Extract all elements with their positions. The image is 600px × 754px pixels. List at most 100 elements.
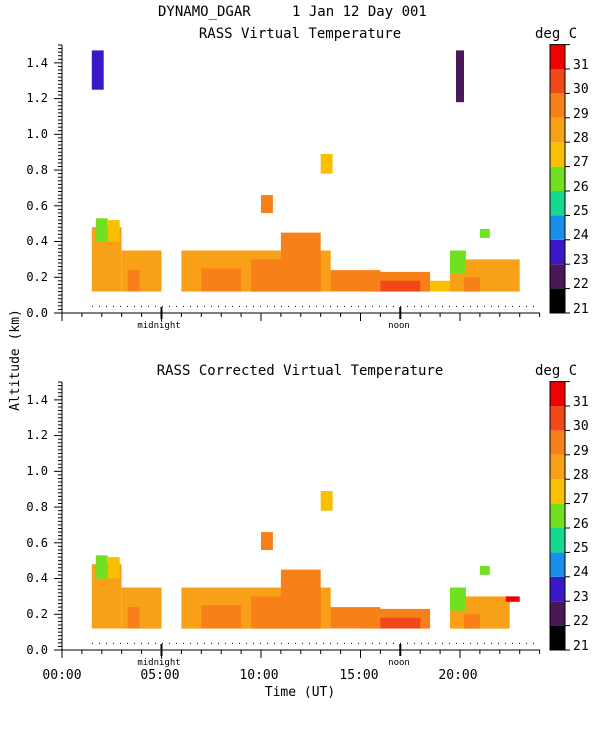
- p1-ytick-label: 0.4: [26, 234, 48, 248]
- range-gate-dot: [337, 642, 338, 644]
- cb2-label: 26: [573, 517, 589, 532]
- range-gate-dot: [344, 642, 345, 644]
- cb2-label: 25: [573, 541, 589, 556]
- cb1-label: 31: [573, 58, 589, 73]
- range-gate-dot: [358, 642, 359, 644]
- range-gate-dot: [281, 642, 282, 644]
- cb2-label: 30: [573, 419, 589, 434]
- range-gate-dot: [484, 642, 485, 644]
- p1-ytick-label: 1.0: [26, 127, 48, 141]
- colorbar-swatch: [550, 430, 565, 455]
- range-gate-dot: [120, 305, 121, 307]
- range-gate-dot: [414, 305, 415, 307]
- x-axis-title: Time (UT): [265, 685, 335, 700]
- heatmap-cell: [479, 566, 490, 575]
- range-gate-dot: [260, 642, 261, 644]
- range-gate-dot: [288, 642, 289, 644]
- heatmap-cell: [261, 532, 273, 550]
- colorbar-swatch: [550, 479, 565, 504]
- range-gate-dot: [379, 642, 380, 644]
- cb2-label: 23: [573, 590, 589, 605]
- panel-1-colorbar: [549, 44, 570, 314]
- cb2-label: 21: [573, 639, 589, 654]
- range-gate-dot: [92, 642, 93, 644]
- range-gate-dot: [288, 305, 289, 307]
- colorbar-frame: [549, 381, 566, 651]
- range-gate-dot: [449, 305, 450, 307]
- range-gate-dot: [169, 305, 170, 307]
- date-text: 1 Jan 12 Day 001: [292, 4, 427, 20]
- colorbar-frame: [549, 44, 566, 314]
- range-gate-dot: [155, 305, 156, 307]
- range-gate-dot: [330, 305, 331, 307]
- range-gate-dot: [141, 642, 142, 644]
- colorbar-swatch: [550, 264, 565, 289]
- colorbar-swatch: [550, 528, 565, 553]
- range-gate-dot: [99, 305, 100, 307]
- colorbar-swatch: [550, 44, 565, 69]
- panel-2-data: [91, 491, 534, 644]
- heatmap-cell: [95, 555, 108, 579]
- range-gate-dot: [400, 305, 401, 307]
- heatmap-cell: [430, 280, 450, 292]
- heatmap-cell: [505, 596, 520, 602]
- heatmap-cell: [479, 229, 490, 238]
- heatmap-cell: [380, 280, 421, 292]
- range-gate-dot: [190, 305, 191, 307]
- range-gate-dot: [435, 642, 436, 644]
- range-gate-dot: [232, 305, 233, 307]
- colorbar-swatch: [550, 503, 565, 528]
- p2-ytick-label: 0.4: [26, 571, 48, 585]
- range-gate-dot: [218, 642, 219, 644]
- heatmap-cell: [464, 277, 480, 292]
- range-gate-dot: [456, 642, 457, 644]
- panel-1-axes: [54, 44, 541, 321]
- range-gate-dot: [225, 642, 226, 644]
- range-gate-dot: [372, 642, 373, 644]
- colorbar-swatch: [550, 117, 565, 143]
- range-gate-dot: [302, 642, 303, 644]
- x-tick-labels: 00:00 05:00 10:00 15:00 20:00: [42, 668, 477, 683]
- range-gate-dot: [351, 305, 352, 307]
- xtick-label: 20:00: [438, 668, 477, 683]
- range-gate-dot: [428, 642, 429, 644]
- heatmap-cell: [201, 605, 242, 629]
- xtick-label: 10:00: [239, 668, 278, 683]
- panel-1-y-tick-labels: 0.0 0.2 0.4 0.6 0.8 1.0 1.2 1.4: [26, 56, 48, 320]
- range-gate-dot: [512, 305, 513, 307]
- range-gate-dot: [113, 642, 114, 644]
- range-gate-dot: [106, 642, 107, 644]
- range-gate-dot: [477, 305, 478, 307]
- heatmap-cell: [251, 596, 321, 629]
- range-gate-dot: [484, 305, 485, 307]
- range-gate-dot: [162, 305, 163, 307]
- range-gate-dot: [491, 305, 492, 307]
- heatmap-cell: [456, 50, 464, 103]
- range-gate-dot: [169, 642, 170, 644]
- cb1-label: 22: [573, 277, 589, 292]
- range-gate-dot: [449, 642, 450, 644]
- panel-2-y-tick-labels: 0.0 0.2 0.4 0.6 0.8 1.0 1.2 1.4: [26, 393, 48, 657]
- panel-2-colorbar-labels: 31 30 29 28 27 26 25 24 23 22 21: [573, 395, 589, 654]
- panel-2-unit: deg C: [535, 363, 577, 379]
- range-gate-dot: [260, 305, 261, 307]
- range-gate-dot: [463, 305, 464, 307]
- range-gate-dot: [505, 305, 506, 307]
- p1-ytick-label: 0.6: [26, 199, 48, 213]
- range-gate-dot: [470, 305, 471, 307]
- range-gate-dot: [519, 642, 520, 644]
- p1-ytick-label: 0.8: [26, 163, 48, 177]
- range-gate-dot: [309, 305, 310, 307]
- range-gate-dot: [372, 305, 373, 307]
- p1-noon-label: noon: [388, 321, 410, 331]
- range-gate-dot: [386, 305, 387, 307]
- cb1-label: 21: [573, 302, 589, 317]
- range-gate-dot: [253, 642, 254, 644]
- range-gate-dot: [246, 305, 247, 307]
- range-gate-dot: [393, 642, 394, 644]
- cb1-label: 29: [573, 107, 589, 122]
- range-gate-dot: [162, 642, 163, 644]
- p1-ytick-label: 0.2: [26, 270, 48, 284]
- heatmap-cell: [450, 587, 466, 611]
- range-gate-dot: [533, 642, 534, 644]
